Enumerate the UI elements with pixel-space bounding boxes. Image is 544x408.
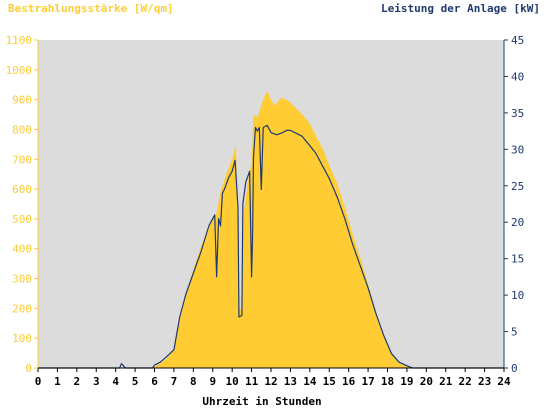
x-tick-label: 18 xyxy=(381,375,394,388)
y-left-tick-label: 400 xyxy=(12,243,32,256)
y-right-tick-label: 20 xyxy=(511,216,524,229)
x-tick-label: 9 xyxy=(209,375,216,388)
x-tick-label: 15 xyxy=(323,375,336,388)
x-tick-label: 0 xyxy=(35,375,42,388)
y-right-axis-title: Leistung der Anlage [kW] xyxy=(381,2,540,15)
y-left-tick-label: 800 xyxy=(12,123,32,136)
y-right-tick-label: 5 xyxy=(511,326,518,339)
y-right-tick-label: 45 xyxy=(511,34,524,47)
x-axis-title: Uhrzeit in Stunden xyxy=(202,395,321,408)
y-left-axis-title: Bestrahlungsstärke [W/qm] xyxy=(8,2,174,15)
x-tick-label: 12 xyxy=(264,375,277,388)
power-line xyxy=(38,124,504,369)
y-right-tick-label: 15 xyxy=(511,253,524,266)
axes-layer: 0 1 2 3 4 5 6 7 8 9 10 11 12 13 14 15 16 17 18 19 20 21 22 23 24… xyxy=(6,34,525,388)
y-right-tick-label: 40 xyxy=(511,70,524,83)
x-tick-label: 6 xyxy=(151,375,158,388)
x-tick-label: 5 xyxy=(132,375,139,388)
y-left-tick-label: 600 xyxy=(12,183,32,196)
x-tick-label: 19 xyxy=(400,375,413,388)
x-tick-label: 8 xyxy=(190,375,197,388)
y-left-tick-label: 300 xyxy=(12,273,32,286)
y-left-tick-label: 500 xyxy=(12,213,32,226)
y-right-tick-label: 0 xyxy=(511,362,518,375)
y-left-tick-label: 1100 xyxy=(6,34,33,47)
y-left-tick-label: 100 xyxy=(12,332,32,345)
x-tick-label: 3 xyxy=(93,375,100,388)
y-right-tick-label: 25 xyxy=(511,180,524,193)
y-left-tick-label: 700 xyxy=(12,153,32,166)
x-tick-label: 20 xyxy=(420,375,433,388)
x-tick-label: 7 xyxy=(171,375,178,388)
x-tick-label: 1 xyxy=(54,375,61,388)
x-tick-label: 14 xyxy=(303,375,317,388)
x-tick-label: 13 xyxy=(284,375,297,388)
x-tick-label: 10 xyxy=(226,375,239,388)
x-tick-label: 22 xyxy=(459,375,472,388)
x-tick-label: 17 xyxy=(361,375,374,388)
x-tick-label: 24 xyxy=(497,375,511,388)
y-left-tick-label: 1000 xyxy=(6,64,33,77)
y-left-tick-label: 200 xyxy=(12,302,32,315)
x-tick-label: 11 xyxy=(245,375,259,388)
y-left-tick-label: 900 xyxy=(12,94,32,107)
irradiance-area xyxy=(38,90,504,368)
y-left-tick-label: 0 xyxy=(25,362,32,375)
series-layer xyxy=(38,90,504,369)
y-right-tick-label: 10 xyxy=(511,289,524,302)
x-tick-label: 2 xyxy=(74,375,81,388)
x-tick-label: 21 xyxy=(439,375,453,388)
y-right-tick-label: 35 xyxy=(511,107,524,120)
x-tick-label: 4 xyxy=(112,375,119,388)
x-tick-label: 16 xyxy=(342,375,356,388)
y-right-tick-label: 30 xyxy=(511,143,524,156)
x-tick-label: 23 xyxy=(478,375,491,388)
